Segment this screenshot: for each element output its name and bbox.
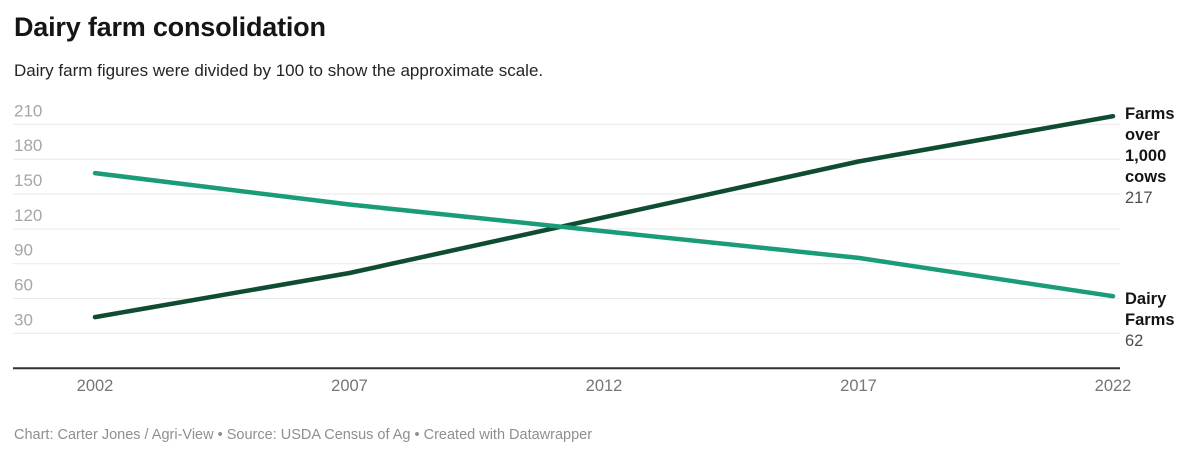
attribution-footer: Chart: Carter Jones / Agri-View • Source… — [14, 427, 593, 443]
x-tick-label: 2017 — [840, 377, 877, 395]
series-end-value: 62 — [1125, 332, 1144, 350]
y-tick-label: 210 — [14, 101, 42, 120]
series-line-farms-over-1-000-cows — [92, 113, 1116, 320]
chart-subtitle: Dairy farm figures were divided by 100 t… — [14, 61, 544, 80]
series-label-farms-over-1000-cows: Farms over 1,000 cows 217 — [1125, 104, 1191, 209]
chart-title: Dairy farm consolidation — [14, 12, 326, 42]
y-tick-label: 150 — [14, 171, 42, 190]
y-tick-label: 90 — [14, 241, 33, 260]
x-tick-label: 2012 — [586, 377, 623, 395]
y-tick-label: 60 — [14, 276, 33, 295]
series-label-text: Dairy Farms — [1125, 290, 1175, 329]
line-chart-plot: 30 60 90 120 150 180 210 2002 2007 2012 2017 2022 — [13, 101, 1132, 395]
x-tick-label: 2022 — [1095, 377, 1132, 395]
series-label-text: Farms over 1,000 cows — [1125, 105, 1175, 186]
x-tick-label: 2007 — [331, 377, 368, 395]
y-tick-label: 30 — [14, 310, 33, 329]
y-tick-label: 180 — [14, 136, 42, 155]
series-line-dairy-farms — [92, 170, 1116, 299]
y-tick-label: 120 — [14, 206, 42, 225]
x-tick-label: 2002 — [77, 377, 114, 395]
series-end-value: 217 — [1125, 189, 1153, 207]
series-label-dairy-farms: Dairy Farms 62 — [1125, 289, 1191, 352]
